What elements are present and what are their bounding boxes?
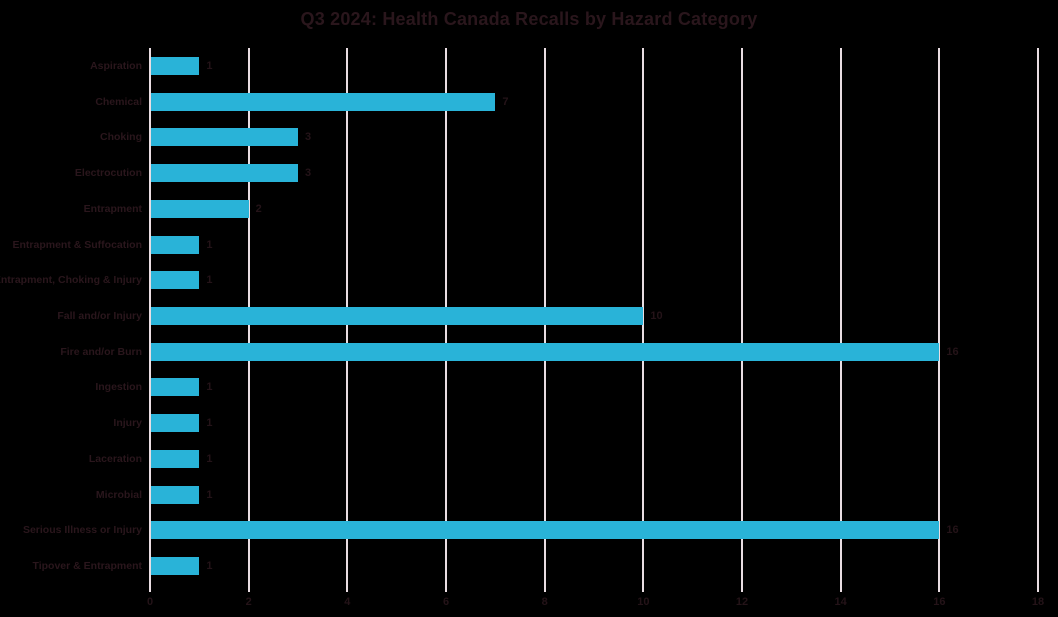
bar-value-label: 1 <box>206 274 213 287</box>
bar <box>151 56 200 75</box>
category-label: Injury <box>113 417 142 430</box>
bar <box>151 164 298 183</box>
x-tick-label: 16 <box>933 596 946 608</box>
x-tick-label: 10 <box>637 596 650 608</box>
category-label: Ingestion <box>95 381 142 394</box>
bar <box>151 235 200 254</box>
gridline <box>741 48 743 592</box>
category-label: Laceration <box>88 452 142 465</box>
category-label: Choking <box>100 131 142 144</box>
category-label: Chemical <box>95 95 142 108</box>
category-label: Fire and/or Burn <box>60 345 142 358</box>
bar-value-label: 16 <box>946 345 959 358</box>
bar <box>151 271 200 290</box>
bar-value-label: 2 <box>255 202 262 215</box>
bar <box>151 199 249 218</box>
gridline <box>839 48 842 592</box>
bar <box>151 342 940 361</box>
x-tick-label: 14 <box>834 596 847 608</box>
x-tick-label: 18 <box>1031 596 1045 608</box>
bar <box>151 307 644 325</box>
category-label: Electrocution <box>74 167 142 180</box>
gridline <box>642 48 645 592</box>
category-label: Microbial <box>95 488 142 501</box>
bar-value-label: 1 <box>206 59 213 72</box>
category-label: Tipover & Entrapment <box>32 560 143 573</box>
bar-value-label: 3 <box>305 131 312 144</box>
gridline <box>938 48 941 592</box>
x-tick-label: 2 <box>245 596 252 608</box>
bar-value-label: 1 <box>206 488 213 501</box>
bar-value-label: 1 <box>206 560 213 573</box>
x-tick-label: 4 <box>344 596 351 608</box>
category-label: Entrapment & Suffocation <box>12 238 142 251</box>
category-label: Entrapment, Choking & Injury <box>0 274 142 287</box>
bar <box>151 557 200 576</box>
bar-value-label: 10 <box>650 310 663 322</box>
category-label: Aspiration <box>90 59 142 72</box>
category-label: Serious Illness or Injury <box>22 524 142 537</box>
bar <box>151 378 200 397</box>
bar <box>151 92 496 111</box>
gridline <box>1037 48 1039 592</box>
bar <box>151 485 200 504</box>
category-label: Entrapment <box>83 202 142 215</box>
bar-value-label: 1 <box>206 238 213 251</box>
bar-value-label: 1 <box>206 381 213 394</box>
bar <box>151 128 298 147</box>
bar-value-label: 3 <box>305 167 312 180</box>
bar <box>151 414 200 433</box>
bar <box>151 521 940 540</box>
x-tick-label: 0 <box>146 596 154 608</box>
x-tick-label: 8 <box>541 596 548 608</box>
x-tick-label: 12 <box>735 596 749 608</box>
category-label: Fall and/or Injury <box>57 310 142 322</box>
bar <box>151 449 200 468</box>
x-tick-label: 6 <box>442 596 450 608</box>
bar-value-label: 1 <box>206 417 213 430</box>
bar-value-label: 1 <box>206 452 213 465</box>
chart-title: Q3 2024: Health Canada Recalls by Hazard… <box>300 9 758 29</box>
bar-value-label: 16 <box>946 524 959 537</box>
gridline <box>149 48 151 592</box>
bar-value-label: 7 <box>502 95 509 108</box>
